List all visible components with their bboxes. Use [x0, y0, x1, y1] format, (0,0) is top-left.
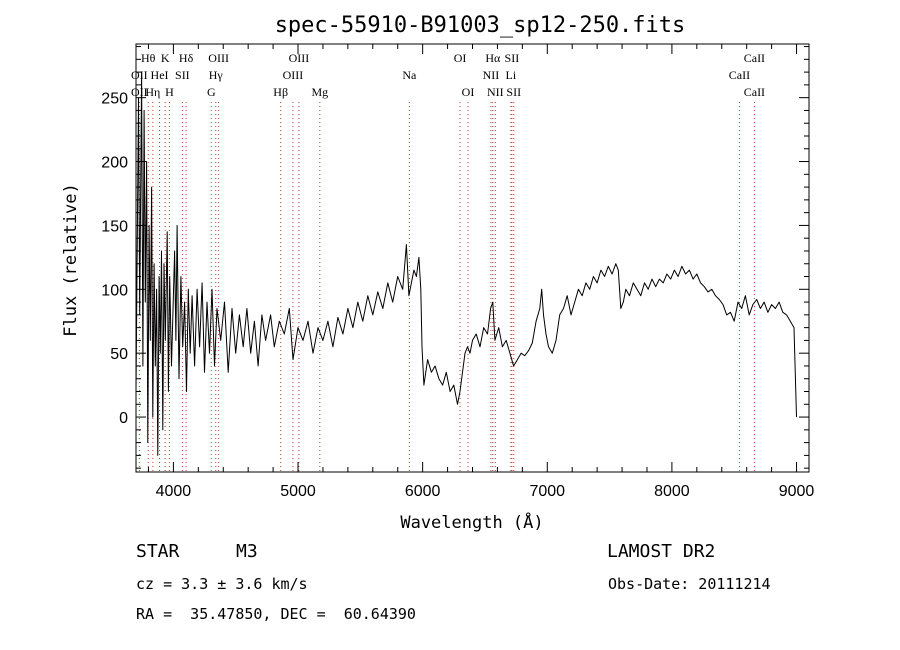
- spectral-line-label: Hη: [145, 85, 160, 99]
- y-tick-label: 250: [101, 91, 128, 108]
- spectral-line-label: Li: [506, 68, 517, 82]
- spectral-line-label: Hγ: [209, 68, 224, 82]
- spectral-line-label: OIII: [283, 68, 304, 82]
- x-tick-label: 7000: [529, 483, 565, 500]
- spectral-line-label: H: [165, 85, 174, 99]
- spectral-line-label: NII: [483, 68, 500, 82]
- spectral-line-label: Hθ: [141, 51, 156, 65]
- spectral-line-label: OIII: [289, 51, 310, 65]
- y-tick-label: 50: [110, 346, 128, 363]
- spectral-line-label: Hδ: [179, 51, 194, 65]
- y-tick-label: 200: [101, 155, 128, 172]
- observation-date: Obs-Date: 20111214: [608, 575, 771, 593]
- spectral-line-label: CaII: [744, 51, 765, 65]
- spectral-line-label: Hβ: [273, 85, 288, 99]
- spectral-line-label: CaII: [729, 68, 750, 82]
- spectral-line-markers: Hθ K Hδ OIII OIII OI Hα SII CaII OII HeI SII Hγ OIII N…: [131, 51, 765, 472]
- spectral-line-label: Mg: [311, 85, 328, 99]
- chart-title: spec-55910-B91003_sp12-250.fits: [275, 13, 686, 38]
- x-tick-label: 9000: [779, 483, 815, 500]
- redshift-cz: cz = 3.3 ± 3.6 km/s: [136, 575, 308, 593]
- spectral-line-label: OIII: [208, 51, 229, 65]
- spectral-line-label: NII: [487, 85, 504, 99]
- x-tick-label: 5000: [280, 483, 316, 500]
- y-tick-label: 0: [119, 410, 128, 427]
- spectral-line-label: SII: [505, 51, 520, 65]
- flux-series: [135, 71, 797, 456]
- plot-frame: [135, 43, 810, 473]
- spectral-line-label: SII: [506, 85, 521, 99]
- x-tick-label: 4000: [156, 483, 192, 500]
- flux-line: [135, 71, 797, 456]
- object-subclass: M3: [236, 541, 258, 562]
- spectral-line-label: OI: [462, 85, 475, 99]
- spectral-line-label: Hα: [485, 51, 501, 65]
- y-axis-label: Flux (relative): [61, 183, 81, 337]
- spectral-line-label: CaII: [744, 85, 765, 99]
- survey-name: LAMOST DR2: [607, 541, 716, 562]
- spectral-line-label: Na: [402, 68, 417, 82]
- x-tick-label: 6000: [405, 483, 441, 500]
- y-tick-label: 100: [101, 282, 128, 299]
- spectral-line-label: SII: [175, 68, 190, 82]
- x-axis-label: Wavelength (Å): [400, 511, 543, 533]
- spectral-line-label: OII: [131, 68, 148, 82]
- axis-ticks: 4000 5000 6000 7000 8000 9000 0 50 100 150 200 250: [101, 44, 814, 500]
- y-tick-label: 150: [101, 218, 128, 235]
- spectral-line-label: K: [161, 51, 170, 65]
- spectral-line-label: HeI: [151, 68, 169, 82]
- spectral-line-label: OII: [131, 85, 148, 99]
- object-class: STAR: [136, 541, 180, 562]
- x-tick-label: 8000: [654, 483, 690, 500]
- spectral-line-label: OI: [454, 51, 467, 65]
- spectral-line-label: G: [207, 85, 216, 99]
- coordinates: RA = 35.47850, DEC = 60.64390: [136, 605, 416, 623]
